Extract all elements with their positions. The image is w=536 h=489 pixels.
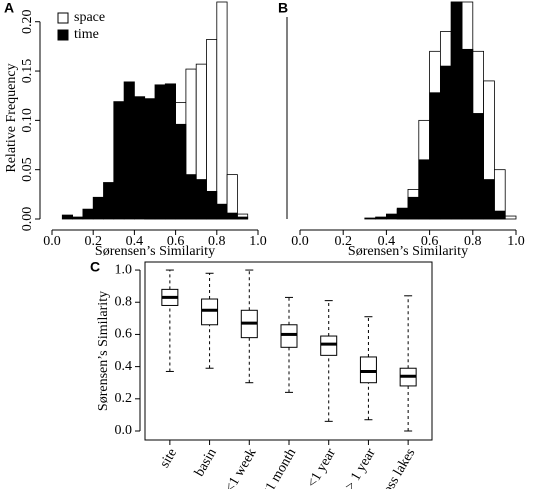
- histogram-bar: [396, 207, 409, 220]
- histogram-bar: [113, 101, 125, 220]
- x-tick-label: <1 year: [305, 446, 339, 489]
- x-tick-label: <1 month: [259, 446, 299, 489]
- histogram-bar: [504, 215, 517, 220]
- y-axis-label: Sørensen’s Similarity: [96, 291, 111, 411]
- histogram-bar: [418, 159, 430, 220]
- x-tick-label: 0.6: [421, 234, 439, 249]
- histogram-bar: [144, 98, 156, 220]
- histogram-bar: [92, 196, 104, 220]
- x-tick-label: 0.4: [126, 234, 144, 249]
- x-tick-label: <1 week: [223, 446, 260, 489]
- y-tick-label: 0.00: [20, 207, 35, 232]
- x-tick-label: 0.8: [208, 234, 226, 249]
- x-axis-label: Sørensen’s Similarity: [348, 244, 468, 259]
- y-tick-label: 0.15: [20, 59, 35, 84]
- y-tick-label: 0.4: [115, 359, 133, 374]
- box: [320, 335, 338, 356]
- histogram-bar: [226, 174, 238, 220]
- x-tick-label: 0.2: [334, 234, 352, 249]
- histogram-bar: [185, 174, 197, 220]
- y-tick-label: 0.05: [20, 157, 35, 182]
- histogram-bar: [450, 1, 463, 220]
- y-tick-label: 0.0: [115, 423, 133, 438]
- legend-swatch: [57, 29, 69, 41]
- histogram-bar: [72, 216, 84, 220]
- y-tick-label: 0.8: [115, 294, 133, 309]
- y-tick-label: 0.20: [20, 9, 35, 34]
- histogram-bar: [123, 81, 135, 220]
- legend-label: time: [74, 27, 99, 42]
- histogram-bar: [103, 182, 115, 220]
- histogram-bar: [461, 48, 474, 220]
- histogram-bar: [407, 196, 420, 220]
- legend-swatch: [57, 12, 69, 24]
- legend-label: space: [74, 10, 105, 25]
- x-tick-label: > 1 year: [343, 446, 379, 489]
- histogram-bar: [472, 113, 484, 220]
- x-tick-label: site: [157, 446, 180, 470]
- histogram-bar: [82, 208, 94, 220]
- histogram-bar: [364, 217, 376, 220]
- histogram-bar: [195, 179, 207, 220]
- x-tick-label: 1.0: [249, 234, 267, 249]
- histogram-bar: [61, 214, 73, 220]
- y-tick-label: 1.0: [115, 262, 133, 277]
- y-tick-label: 0.2: [115, 391, 133, 406]
- box: [359, 356, 377, 384]
- histogram-bar: [439, 65, 452, 220]
- histogram-bar: [206, 190, 218, 220]
- x-tick-label: basin: [192, 446, 220, 479]
- x-axis-label: Sørensen’s Similarity: [95, 244, 215, 259]
- x-tick-label: 0.0: [43, 234, 61, 249]
- x-tick-label: 0.8: [464, 234, 482, 249]
- histogram-bar: [385, 213, 398, 220]
- x-tick-label: cross lakes: [375, 446, 419, 489]
- histogram-bar: [175, 123, 187, 220]
- histogram-bar: [493, 210, 506, 220]
- y-tick-label: 0.10: [20, 108, 35, 133]
- x-tick-label: 0.2: [84, 234, 102, 249]
- x-tick-label: 1.0: [507, 234, 525, 249]
- box: [280, 324, 298, 348]
- panel-label: B: [278, 0, 288, 16]
- histogram-bar: [236, 216, 249, 220]
- plot-frame: [144, 261, 433, 441]
- histogram-bar: [375, 216, 387, 220]
- histogram-bar: [429, 92, 441, 220]
- histogram-bar: [164, 83, 177, 220]
- panel-label: C: [90, 259, 100, 275]
- histogram-bar: [154, 84, 166, 220]
- y-tick-label: 0.6: [115, 327, 133, 342]
- histogram-bar: [483, 179, 495, 220]
- x-tick-label: 0.6: [167, 234, 185, 249]
- x-tick-label: 0.0: [291, 234, 309, 249]
- histogram-bar: [133, 96, 146, 220]
- y-axis-label: Relative Frequency: [4, 63, 19, 172]
- x-tick-label: 0.4: [378, 234, 396, 249]
- histogram-bar: [226, 212, 238, 220]
- histogram-bar: [216, 203, 228, 220]
- box: [201, 298, 219, 326]
- panel-label: A: [4, 0, 14, 16]
- histogram-bar: [216, 1, 228, 220]
